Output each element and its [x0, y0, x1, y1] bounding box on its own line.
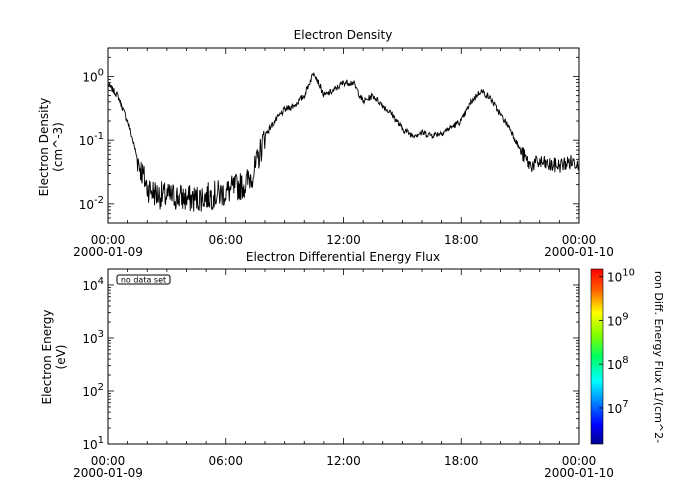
y-tick-label: 10-2 [79, 195, 104, 212]
flux-ylabel: Electron Energy [40, 309, 54, 404]
no-data-text: no data set [121, 276, 166, 285]
y-tick-label: 10-1 [79, 131, 104, 148]
colorbar [590, 268, 604, 445]
y-tick-label: 100 [82, 67, 104, 84]
x-tick-label: 00:00 [91, 233, 126, 247]
x-tick-date-label: 2000-01-10 [544, 466, 614, 480]
y-tick-label: 103 [82, 329, 104, 346]
density-y-ticks: 10-2 10-1 100 [79, 56, 579, 224]
density-ylabel: Electron Density [37, 98, 51, 197]
x-tick-label: 06:00 [208, 233, 243, 247]
x-tick-label: 12:00 [326, 233, 361, 247]
x-tick-label: 06:00 [208, 454, 243, 468]
y-tick-label: 101 [82, 435, 104, 452]
x-tick-label: 12:00 [326, 454, 361, 468]
x-tick-label: 18:00 [444, 454, 479, 468]
no-data-badge: no data set [116, 274, 171, 285]
density-title: Electron Density [294, 28, 393, 42]
x-tick-label: 00:00 [562, 233, 597, 247]
flux-ylabel-units: (eV) [54, 345, 68, 370]
density-series-line [107, 72, 580, 212]
flux-y-ticks: 101 102 103 104 [82, 268, 579, 452]
x-tick-label: 00:00 [562, 454, 597, 468]
density-plot-frame [107, 47, 580, 224]
x-tick-label: 00:00 [91, 454, 126, 468]
x-tick-label: 18:00 [444, 233, 479, 247]
flux-plot-frame [107, 268, 580, 445]
flux-panel: Electron Differential Energy Flux 101 102… [40, 250, 665, 480]
density-ylabel-units: (cm^-3) [51, 122, 65, 172]
colorbar-ticks: 107 108 109 1010 [599, 268, 635, 416]
x-tick-date-label: 2000-01-09 [73, 245, 143, 259]
x-tick-date-label: 2000-01-10 [544, 245, 614, 259]
y-tick-label: 104 [82, 276, 104, 293]
colorbar-tick-label: 107 [607, 399, 629, 416]
colorbar-label: ron Diff. Energy Flux (1/(cm^2- [652, 271, 665, 443]
x-tick-date-label: 2000-01-09 [73, 466, 143, 480]
flux-title: Electron Differential Energy Flux [246, 250, 440, 264]
colorbar-tick-label: 109 [607, 311, 629, 328]
colorbar-tick-label: 1010 [607, 268, 635, 285]
no-data-badge-box [116, 274, 171, 285]
y-tick-label: 102 [82, 382, 104, 399]
colorbar-tick-label: 108 [607, 355, 629, 372]
